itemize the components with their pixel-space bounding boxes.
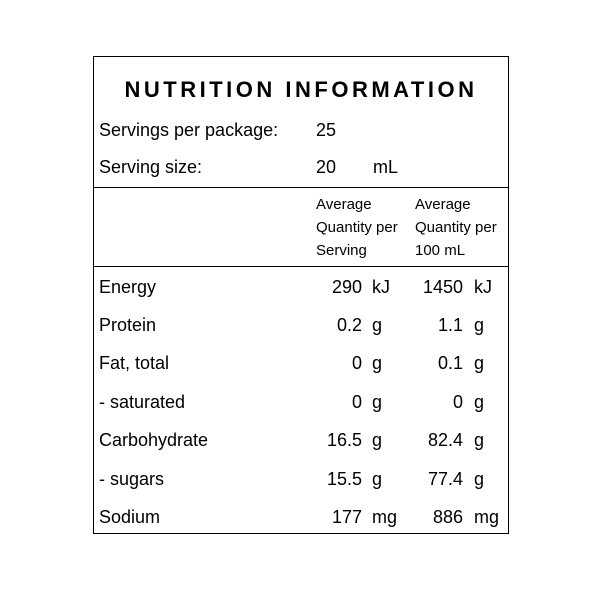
per-100ml-value: 77.4 — [427, 469, 463, 489]
per-100ml-unit: g — [474, 353, 485, 373]
per-100ml-value: 1.1 — [437, 315, 463, 335]
column-header-line: Average — [316, 196, 372, 213]
per-100ml-unit: kJ — [474, 277, 492, 297]
per-serving-value: 0 — [351, 353, 362, 373]
nutrient-label: Energy — [99, 277, 157, 297]
per-serving-unit: g — [372, 392, 383, 412]
per-serving-value: 16.5 — [326, 430, 362, 450]
per-serving-value: 177 — [331, 507, 362, 527]
nutrient-label: Fat, total — [99, 353, 170, 373]
nutrient-label: Carbohydrate — [99, 430, 209, 450]
column-header-per-100ml: Average Quantity per 100 mL — [415, 193, 497, 262]
column-header-line: Serving — [316, 242, 367, 259]
nutrient-row-carbohydrate: Carbohydrate 16.5 g 82.4 g — [94, 421, 508, 459]
header-divider-top — [94, 187, 508, 188]
nutrition-panel: NUTRITION INFORMATION Servings per packa… — [93, 56, 509, 534]
per-100ml-unit: mg — [474, 507, 500, 527]
column-header-per-serving: Average Quantity per Serving — [316, 193, 398, 262]
per-serving-unit: g — [372, 469, 383, 489]
servings-per-package-value: 25 — [316, 120, 337, 140]
nutrient-row-protein: Protein 0.2 g 1.1 g — [94, 306, 508, 344]
per-100ml-value: 1450 — [422, 277, 463, 297]
serving-size-unit: mL — [373, 157, 399, 177]
panel-title: NUTRITION INFORMATION — [124, 77, 478, 102]
column-header-line: Quantity per — [316, 219, 398, 236]
per-100ml-unit: g — [474, 430, 485, 450]
per-serving-unit: mg — [372, 507, 398, 527]
per-100ml-unit: g — [474, 392, 485, 412]
nutrient-label: - sugars — [99, 469, 165, 489]
per-serving-value: 290 — [331, 277, 362, 297]
nutrient-row-energy: Energy 290 kJ 1450 kJ — [94, 268, 508, 306]
nutrient-row-saturated: - saturated 0 g 0 g — [94, 383, 508, 421]
nutrient-row-fat-total: Fat, total 0 g 0.1 g — [94, 344, 508, 382]
serving-size-value: 20 — [316, 157, 337, 177]
per-100ml-value: 0 — [452, 392, 463, 412]
header-divider-bottom — [94, 266, 508, 267]
nutrient-label: - saturated — [99, 392, 186, 412]
per-100ml-value: 0.1 — [437, 353, 463, 373]
nutrient-label: Protein — [99, 315, 157, 335]
per-100ml-value: 82.4 — [427, 430, 463, 450]
per-100ml-unit: g — [474, 315, 485, 335]
nutrient-row-sugars: - sugars 15.5 g 77.4 g — [94, 460, 508, 498]
per-serving-unit: kJ — [372, 277, 390, 297]
servings-per-package-label: Servings per package: — [99, 120, 279, 140]
per-serving-unit: g — [372, 430, 383, 450]
serving-size-label: Serving size: — [99, 157, 203, 177]
per-serving-value: 0 — [351, 392, 362, 412]
per-serving-unit: g — [372, 315, 383, 335]
column-header-line: 100 mL — [415, 242, 466, 259]
per-serving-unit: g — [372, 353, 383, 373]
per-100ml-unit: g — [474, 469, 485, 489]
per-100ml-value: 886 — [432, 507, 463, 527]
per-serving-value: 0.2 — [336, 315, 362, 335]
per-serving-value: 15.5 — [326, 469, 362, 489]
nutrient-row-sodium: Sodium 177 mg 886 mg — [94, 498, 508, 536]
column-header-line: Quantity per — [415, 219, 497, 236]
column-header-line: Average — [415, 196, 471, 213]
nutrient-label: Sodium — [99, 507, 161, 527]
